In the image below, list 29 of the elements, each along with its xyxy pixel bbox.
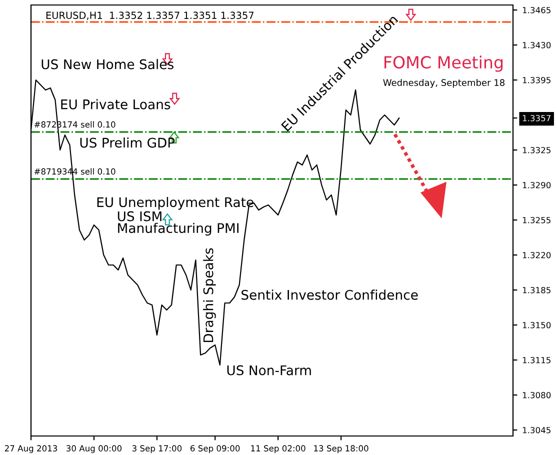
x-tick-label: 13 Sep 18:00 bbox=[314, 445, 368, 454]
annotation: Wednesday, September 18 bbox=[383, 79, 505, 88]
x-tick-label: 3 Sep 17:00 bbox=[132, 445, 182, 454]
y-tick-label: 1.3185 bbox=[522, 286, 550, 294]
x-tick-label: 6 Sep 09:00 bbox=[190, 445, 240, 454]
y-tick-label: 1.3430 bbox=[522, 42, 551, 48]
y-tick-label: 1.3465 bbox=[522, 6, 550, 14]
annotation: US Non-Farm bbox=[227, 365, 311, 376]
y-tick-label: 1.3220 bbox=[522, 252, 551, 258]
x-tick-label: 30 Aug 00:00 bbox=[66, 445, 122, 454]
y-tick-label: 1.3115 bbox=[522, 356, 550, 364]
y-tick-label: 1.3080 bbox=[522, 392, 551, 398]
y-tick-label: 1.3150 bbox=[522, 322, 551, 328]
annotation: EU Unemployment Rate bbox=[97, 196, 254, 210]
y-tick-label: 1.3290 bbox=[522, 182, 551, 188]
x-tick-label: 11 Sep 02:00 bbox=[251, 445, 306, 454]
x-tick-label: 27 Aug 2013 bbox=[4, 445, 58, 454]
annotation: US ISM Manufacturing PMI bbox=[118, 211, 238, 236]
y-tick-label: 1.3325 bbox=[522, 146, 550, 154]
text: EURUSD,H1 1.3352 1.3357 1.3351 1.3357 bbox=[46, 12, 254, 20]
annotation: US Prelim GDP bbox=[80, 137, 175, 148]
y-tick-label: 1.3395 bbox=[522, 76, 550, 84]
y-tick-label: 1.3045 bbox=[522, 426, 550, 434]
y-tick-label: 1.3255 bbox=[522, 216, 550, 224]
annotation: US New Home Sales bbox=[42, 59, 174, 70]
annotation: Sentix Investor Confidence bbox=[242, 290, 418, 300]
annotation: Draghi Speaks bbox=[203, 248, 216, 342]
y-tick-label: 1.3357 bbox=[522, 114, 550, 122]
annotation: EU Private Loans bbox=[61, 99, 170, 110]
